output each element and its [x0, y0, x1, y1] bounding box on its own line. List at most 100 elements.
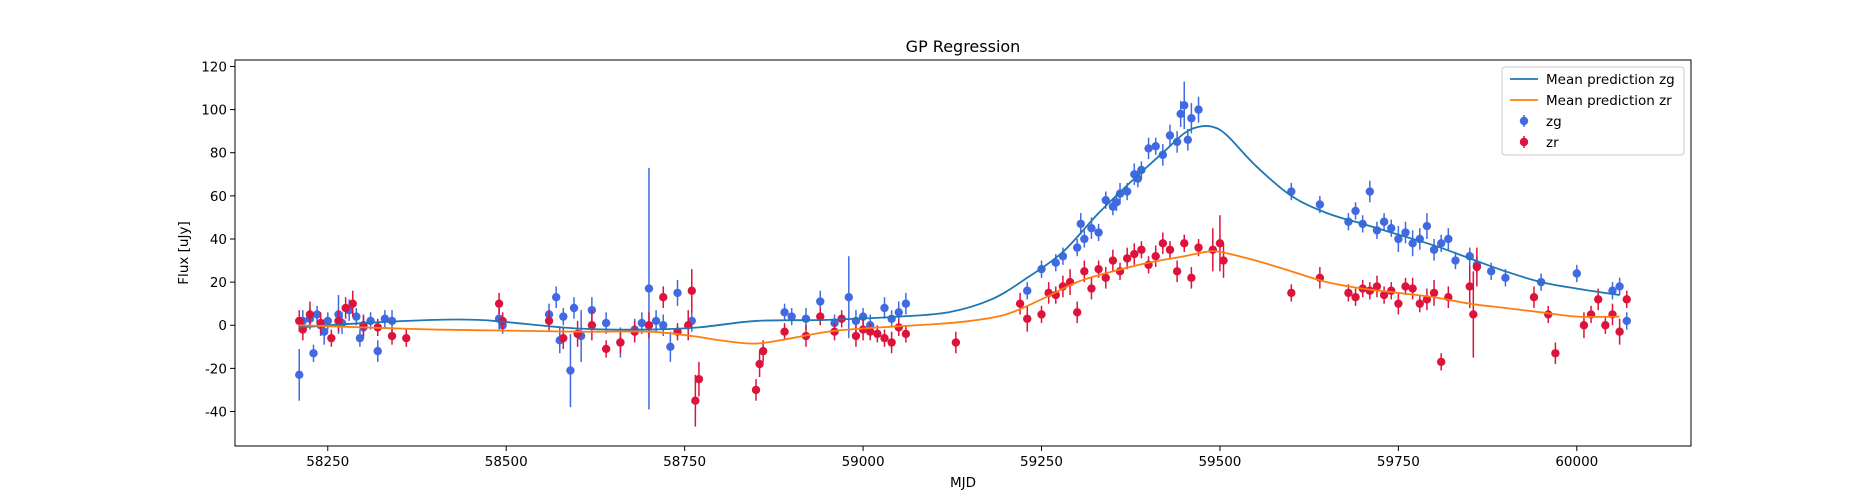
data-point	[327, 333, 336, 343]
data-point	[1183, 135, 1193, 144]
data-point	[1344, 288, 1353, 298]
data-point	[659, 321, 668, 330]
data-point	[1387, 286, 1396, 295]
data-point	[1122, 254, 1132, 263]
data-point	[666, 342, 675, 352]
y-tick-label: 80	[210, 146, 227, 162]
data-point	[951, 338, 961, 347]
x-tick-label: 59750	[1377, 454, 1420, 470]
data-point	[1287, 288, 1296, 298]
data-point	[1176, 109, 1185, 119]
data-point	[1072, 243, 1082, 252]
data-point	[1144, 144, 1153, 153]
data-point	[1151, 252, 1160, 261]
data-point	[1365, 187, 1375, 196]
plot-frame	[234, 59, 1692, 447]
series-zg	[295, 81, 1631, 410]
series-line-Mean prediction zg	[299, 125, 1620, 331]
x-axis-label: MJD	[950, 475, 976, 491]
legend-swatch-marker	[1519, 137, 1529, 147]
data-point	[1451, 256, 1460, 265]
y-tick-label: 100	[201, 103, 227, 119]
data-point	[587, 321, 597, 330]
data-point	[873, 329, 882, 339]
data-point	[787, 312, 796, 321]
y-axis: -40 -20 0 20 40 60 80 100 120	[201, 59, 235, 420]
data-point	[1379, 290, 1389, 300]
data-point	[1151, 142, 1160, 151]
data-point	[1080, 234, 1089, 244]
y-tick-label: -40	[205, 404, 227, 420]
data-point	[1408, 239, 1417, 248]
x-tick-label: 59500	[1198, 454, 1241, 470]
data-point	[1422, 221, 1432, 231]
data-point	[295, 370, 304, 380]
data-point	[780, 327, 789, 336]
data-point	[880, 303, 889, 313]
y-tick-label: 60	[210, 189, 227, 205]
data-point	[1444, 234, 1453, 244]
data-point	[309, 349, 318, 358]
data-point	[1615, 282, 1624, 291]
data-point	[373, 346, 382, 356]
y-tick-label: 120	[201, 59, 227, 75]
data-point	[1429, 288, 1439, 298]
data-point	[1094, 228, 1103, 237]
data-point	[1469, 310, 1478, 319]
data-point	[1401, 228, 1410, 237]
x-axis: 58250 58500 58750 59000 59250 59500 59750 60000	[306, 446, 1598, 470]
data-point	[901, 299, 911, 308]
data-point	[1058, 252, 1068, 261]
data-point	[1122, 187, 1132, 196]
data-point	[559, 333, 568, 343]
data-point	[341, 303, 350, 313]
data-point	[1372, 282, 1382, 291]
data-point	[1572, 269, 1582, 278]
data-point	[1130, 249, 1139, 259]
data-point	[1194, 243, 1203, 252]
data-point	[1180, 239, 1189, 248]
series-line-Mean prediction zr	[299, 250, 1620, 345]
legend-label: Mean prediction zr	[1546, 93, 1672, 109]
y-axis-label: Flux [uJy]	[176, 221, 192, 284]
data-point	[559, 312, 568, 321]
legend-label: Mean prediction zg	[1546, 72, 1675, 88]
data-point	[1101, 195, 1110, 205]
data-point	[1472, 262, 1482, 272]
data-point	[323, 316, 332, 326]
x-tick-label: 59000	[842, 454, 885, 470]
data-point	[1137, 165, 1146, 175]
data-point	[1080, 267, 1089, 276]
data-point	[1429, 245, 1439, 254]
data-point	[1187, 114, 1196, 123]
data-point	[887, 314, 896, 323]
data-point	[866, 327, 875, 336]
data-point	[1622, 316, 1631, 326]
y-tick-label: 20	[210, 275, 227, 291]
data-point	[1615, 327, 1624, 336]
data-point	[880, 333, 889, 343]
data-point	[894, 323, 903, 332]
data-point	[387, 331, 397, 341]
data-point	[601, 344, 611, 354]
data-point	[1486, 267, 1496, 276]
data-point	[659, 293, 668, 302]
x-tick-label: 58750	[663, 454, 706, 470]
data-point	[1551, 349, 1560, 358]
data-point	[1180, 101, 1189, 110]
data-point	[1101, 273, 1110, 282]
data-point	[887, 338, 896, 347]
legend-label: zg	[1546, 114, 1562, 130]
data-point	[1037, 310, 1046, 319]
data-point	[1023, 314, 1032, 323]
data-point	[801, 314, 811, 323]
data-point	[1601, 321, 1610, 330]
plot-area	[295, 81, 1631, 427]
data-point	[1108, 256, 1118, 265]
data-point	[687, 286, 696, 295]
data-point	[1158, 150, 1168, 160]
data-point	[380, 314, 390, 323]
data-point	[780, 308, 789, 317]
data-point	[1172, 267, 1182, 276]
